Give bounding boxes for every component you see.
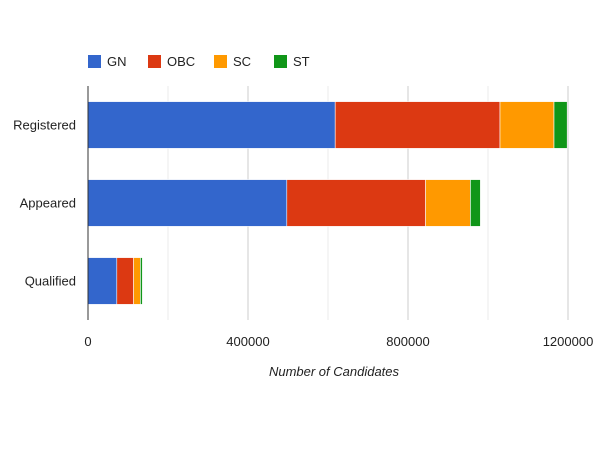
bar-appeared-obc (286, 179, 426, 227)
category-label-registered: Registered (13, 118, 76, 133)
legend: GN OBC SC ST (88, 54, 310, 69)
legend-label-sc: SC (233, 54, 251, 69)
bar-appeared-gn (87, 179, 288, 227)
category-label-qualified: Qualified (25, 274, 76, 289)
bar-qualified-obc (116, 257, 134, 305)
legend-swatch-sc (214, 55, 227, 68)
category-label-appeared: Appeared (20, 196, 76, 211)
legend-label-st: ST (293, 54, 310, 69)
x-tick-labels: 0 400000 800000 1200000 (84, 334, 593, 349)
bar-qualified-st (140, 257, 143, 305)
bar-qualified-gn (87, 257, 118, 305)
x-tick-label: 0 (84, 334, 91, 349)
bar-registered-sc (499, 101, 555, 149)
bar-registered-gn (87, 101, 336, 149)
bar-registered-st (553, 101, 568, 149)
bar-registered-obc (334, 101, 501, 149)
x-tick-label: 1200000 (543, 334, 594, 349)
bar-appeared-sc (425, 179, 471, 227)
x-tick-label: 800000 (386, 334, 429, 349)
legend-swatch-st (274, 55, 287, 68)
legend-swatch-gn (88, 55, 101, 68)
bar-qualified-sc (133, 257, 141, 305)
legend-label-gn: GN (107, 54, 127, 69)
category-labels: Registered Appeared Qualified (13, 118, 76, 289)
bars (87, 101, 568, 305)
legend-swatch-obc (148, 55, 161, 68)
x-axis-title: Number of Candidates (269, 364, 400, 379)
legend-label-obc: OBC (167, 54, 195, 69)
bar-appeared-st (470, 179, 481, 227)
x-tick-label: 400000 (226, 334, 269, 349)
